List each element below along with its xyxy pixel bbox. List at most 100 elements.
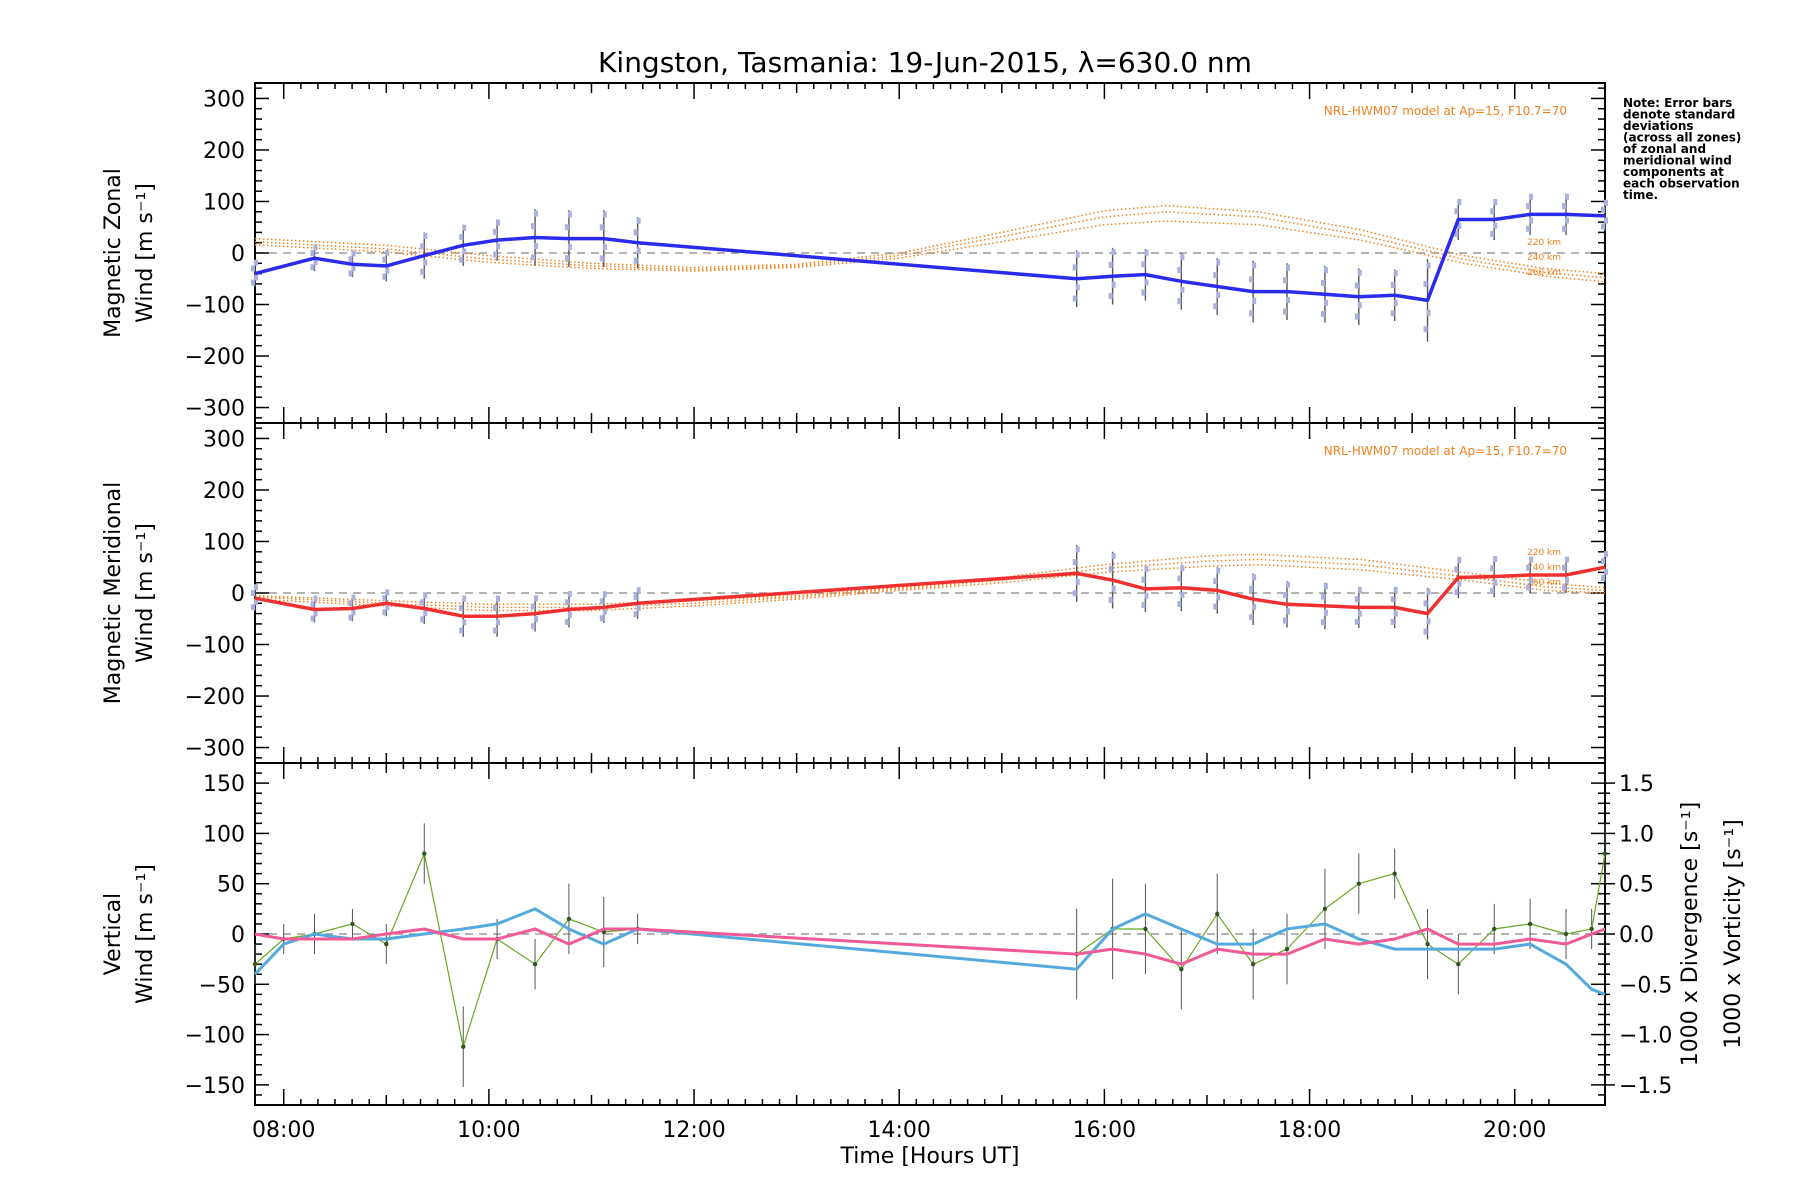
scatter-point — [1075, 546, 1080, 553]
scatter-point — [1604, 217, 1608, 224]
scatter-point — [1111, 281, 1116, 288]
scatter-point — [251, 265, 255, 272]
altitude-label: 220 km — [1527, 548, 1561, 558]
scatter-point — [1213, 603, 1218, 610]
scatter-point — [531, 623, 536, 630]
vertical-wind-point — [566, 916, 572, 922]
scatter-point — [1108, 261, 1113, 268]
scatter-point — [1393, 299, 1398, 306]
y2-axis-label-vorticity: 1000 x Vorticity [s⁻¹] — [1721, 819, 1746, 1049]
scatter-point — [1490, 565, 1495, 572]
vertical-wind-point — [422, 851, 427, 856]
scatter-point — [534, 616, 539, 623]
y-tick-label: 50 — [217, 873, 245, 898]
scatter-point — [1108, 596, 1113, 603]
scatter-point — [1249, 585, 1254, 592]
note-line: Note: Error bars — [1623, 96, 1732, 110]
scatter-point — [1454, 566, 1459, 573]
y-axis-label: Wind [m s⁻¹] — [133, 523, 158, 663]
scatter-point — [633, 611, 638, 618]
scatter-point — [1141, 576, 1146, 583]
scatter-point — [1601, 223, 1605, 230]
scatter-point — [564, 619, 569, 626]
scatter-point — [1457, 222, 1462, 229]
vertical-wind-point — [1589, 926, 1594, 932]
y-tick-label: 200 — [203, 479, 245, 504]
x-tick-label: 12:00 — [662, 1118, 725, 1143]
scatter-point — [459, 604, 464, 611]
scatter-point — [1144, 279, 1149, 286]
scatter-point — [1457, 557, 1462, 564]
scatter-point — [348, 614, 353, 621]
scatter-point — [254, 274, 258, 281]
scatter-point — [1072, 295, 1077, 302]
scatter-point — [1457, 199, 1462, 205]
y-tick-label: −300 — [185, 397, 245, 422]
scatter-point — [1601, 206, 1605, 213]
scatter-point — [567, 591, 572, 598]
scatter-point — [1075, 578, 1080, 585]
scatter-point — [496, 595, 501, 602]
scatter-point — [423, 592, 428, 599]
altitude-label: 260 km — [1527, 268, 1561, 278]
scatter-point — [1141, 289, 1146, 296]
scatter-point — [313, 595, 318, 602]
scatter-point — [254, 599, 258, 606]
scatter-point — [459, 627, 464, 634]
scatter-point — [633, 257, 638, 264]
scatter-point — [1252, 603, 1257, 610]
scatter-point — [1323, 583, 1328, 590]
scatter-point — [1529, 217, 1534, 224]
note-line: each observation — [1623, 177, 1740, 191]
panel-meridional: 300 200 100 0 −100 −200 −300 Magnetic Meridiona… — [101, 422, 1608, 764]
divergence-line — [253, 907, 1606, 996]
scatter-point — [1282, 277, 1287, 284]
scatter-point — [1526, 203, 1531, 210]
vertical-wind-point — [532, 961, 538, 967]
scatter-point — [382, 256, 387, 263]
scatter-point — [1562, 584, 1567, 591]
scatter-point — [602, 591, 607, 598]
scatter-point — [254, 259, 258, 266]
scatter-point — [567, 211, 572, 218]
y-tick-label: 100 — [203, 822, 245, 847]
scatter-point — [310, 264, 315, 271]
note-line: components at — [1623, 165, 1724, 179]
scatter-point — [1423, 326, 1428, 333]
scatter-point — [534, 595, 539, 602]
y2-tick-label: −0.5 — [1619, 973, 1672, 998]
scatter-point — [1213, 303, 1218, 310]
scatter-point — [1493, 579, 1498, 586]
y-tick-label: 150 — [203, 772, 245, 797]
scatter-point — [1562, 225, 1567, 232]
scatter-point — [351, 265, 356, 272]
scatter-point — [1072, 264, 1077, 271]
y2-tick-label: 1.0 — [1619, 822, 1654, 847]
scatter-point — [1177, 267, 1182, 273]
wind-series-line — [254, 212, 1606, 303]
scatter-point — [420, 599, 425, 606]
vertical-wind-point — [1250, 961, 1256, 967]
scatter-point — [1390, 281, 1395, 288]
scatter-point — [1423, 600, 1428, 607]
vertical-wind-point — [1563, 931, 1569, 937]
scatter-point — [1216, 291, 1221, 298]
scatter-point — [636, 587, 641, 594]
scatter-point — [1249, 614, 1254, 621]
vertical-wind-point — [1392, 871, 1397, 876]
scatter-point — [1285, 608, 1290, 615]
scatter-point — [1490, 587, 1495, 594]
scatter-point — [1285, 297, 1290, 304]
y-tick-label: −200 — [185, 345, 245, 370]
scatter-point — [251, 279, 255, 286]
vertical-wind-point — [1492, 926, 1497, 932]
scatter-point — [1390, 618, 1395, 625]
scatter-point — [602, 211, 607, 218]
scatter-point — [496, 619, 501, 626]
scatter-point — [351, 594, 356, 601]
scatter-point — [1213, 578, 1218, 585]
note-line: denote standard — [1623, 108, 1735, 122]
scatter-point — [1180, 565, 1185, 572]
scatter-point — [385, 589, 390, 596]
